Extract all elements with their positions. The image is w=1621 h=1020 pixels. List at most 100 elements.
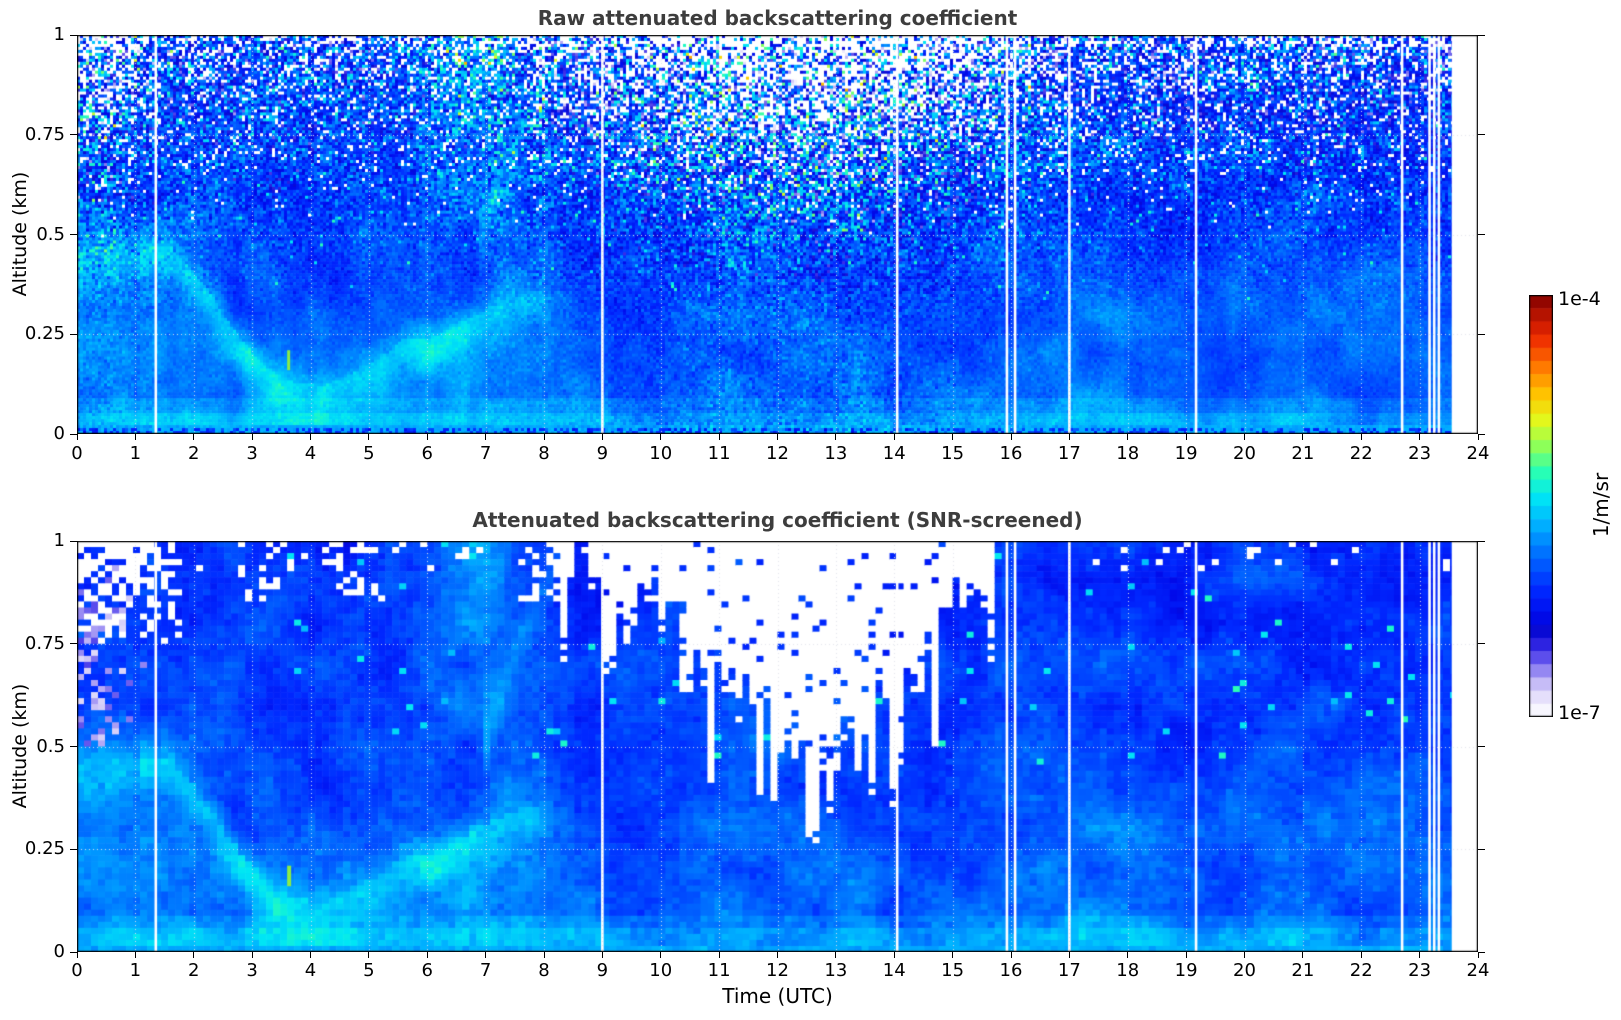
x-tick [368, 434, 370, 440]
x-tick-label: 12 [766, 960, 789, 981]
x-tick-label: 0 [71, 443, 83, 464]
x-axis-label: Time (UTC) [722, 984, 833, 1008]
x-tick-label: 16 [999, 960, 1023, 981]
x-tick [485, 434, 487, 440]
x-tick-label: 10 [649, 443, 673, 464]
x-tick [543, 952, 545, 958]
x-tick [893, 952, 895, 958]
x-tick-label: 14 [882, 443, 906, 464]
x-tick-label: 7 [479, 960, 492, 981]
y-tick-right [1478, 951, 1485, 953]
x-tick [1127, 434, 1129, 440]
x-tick-label: 9 [596, 960, 609, 981]
x-tick-label: 3 [246, 443, 258, 464]
x-tick-label: 24 [1466, 443, 1490, 464]
x-tick [1360, 952, 1362, 958]
x-tick [1185, 952, 1187, 958]
x-tick-label: 12 [766, 443, 789, 464]
x-tick [251, 434, 253, 440]
x-tick-label: 9 [596, 443, 609, 464]
x-tick-label: 17 [1057, 960, 1081, 981]
x-tick-label: 8 [538, 960, 550, 981]
x-tick [134, 434, 136, 440]
x-tick [718, 952, 720, 958]
x-tick [426, 952, 428, 958]
x-tick-label: 19 [1174, 960, 1198, 981]
x-tick-label: 6 [421, 443, 433, 464]
y-tick-right [1478, 234, 1485, 235]
x-tick-label: 8 [538, 443, 550, 464]
x-tick [952, 952, 954, 958]
x-tick-label: 10 [649, 960, 673, 981]
x-tick [1244, 434, 1245, 440]
x-tick [251, 952, 253, 958]
y-tick [70, 433, 77, 435]
y-tick-label: 0.5 [36, 223, 65, 245]
x-tick-label: 24 [1466, 960, 1490, 981]
y-tick [70, 643, 77, 645]
x-tick [718, 434, 720, 440]
colorbar-min-label: 1e-7 [1558, 702, 1601, 724]
y-tick-right [1478, 34, 1485, 36]
x-tick [952, 434, 954, 440]
x-tick-label: 18 [1116, 960, 1140, 981]
x-tick-label: 5 [363, 443, 375, 464]
x-tick [1477, 434, 1479, 440]
x-tick-label: 14 [882, 960, 906, 981]
x-tick [485, 952, 487, 958]
x-tick [835, 952, 837, 958]
y-tick [70, 540, 77, 542]
y-tick-label: 0 [53, 423, 65, 444]
x-tick [1360, 434, 1362, 440]
x-tick [1302, 434, 1304, 440]
y-tick-right [1478, 643, 1485, 645]
x-tick [777, 952, 778, 958]
raw-panel-y-axis-label: Altitude (km) [9, 171, 31, 297]
x-tick-label: 0 [71, 960, 83, 981]
x-tick-label: 13 [824, 443, 848, 464]
x-tick-label: 22 [1349, 443, 1373, 464]
x-tick-label: 7 [479, 443, 492, 464]
x-tick-label: 20 [1233, 443, 1256, 464]
x-tick [543, 434, 545, 440]
x-tick-label: 2 [188, 443, 200, 464]
x-tick [1068, 434, 1070, 440]
y-tick-label: 0.5 [36, 735, 65, 757]
y-tick [70, 234, 77, 235]
x-tick-label: 6 [421, 960, 433, 981]
y-tick-right [1478, 134, 1485, 136]
x-tick [601, 952, 603, 958]
x-tick-label: 18 [1116, 443, 1140, 464]
raw-backscatter-heatmap [77, 35, 1478, 434]
x-tick-label: 1 [129, 443, 142, 464]
y-tick-right [1478, 746, 1485, 747]
x-tick [660, 952, 662, 958]
x-tick-label: 16 [999, 443, 1023, 464]
colorbar-max-label: 1e-4 [1558, 288, 1601, 310]
x-tick [1419, 434, 1421, 440]
x-tick-label: 4 [304, 960, 317, 981]
y-tick-right [1478, 848, 1485, 850]
y-tick-label: 0 [53, 941, 65, 962]
x-tick [368, 952, 370, 958]
x-tick [660, 434, 662, 440]
y-tick-right [1478, 540, 1485, 542]
x-tick-label: 23 [1408, 443, 1432, 464]
x-tick [310, 952, 311, 958]
x-tick-label: 3 [246, 960, 258, 981]
x-tick [1185, 434, 1187, 440]
x-tick [1244, 952, 1245, 958]
x-tick [1419, 952, 1421, 958]
y-tick [70, 746, 77, 747]
x-tick-label: 15 [941, 443, 965, 464]
x-tick [310, 434, 311, 440]
x-tick-label: 22 [1349, 960, 1373, 981]
x-tick [76, 952, 78, 958]
y-tick-label: 0.75 [24, 123, 65, 145]
x-tick-label: 11 [707, 443, 731, 464]
y-tick-label: 1 [53, 24, 65, 45]
y-tick [70, 951, 77, 953]
y-tick-label: 1 [53, 530, 65, 551]
x-tick [1127, 952, 1129, 958]
